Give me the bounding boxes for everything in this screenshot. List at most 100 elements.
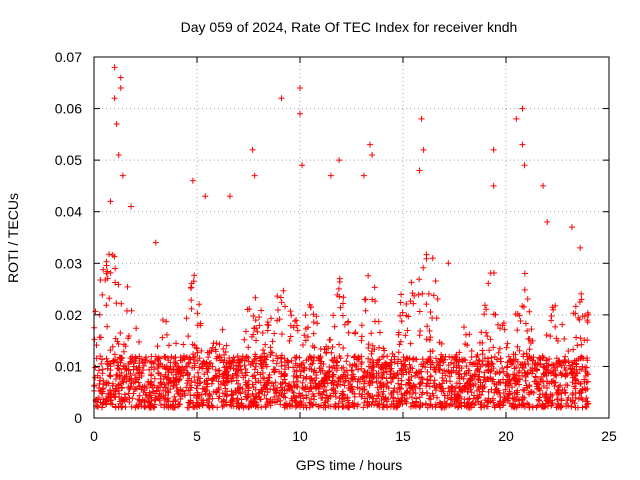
data-point: [387, 403, 394, 410]
data-point: [98, 360, 105, 367]
data-point: [336, 157, 343, 164]
data-point: [380, 353, 387, 360]
data-point: [457, 388, 464, 395]
data-point: [543, 395, 550, 402]
data-point: [297, 368, 304, 375]
data-point: [425, 356, 432, 363]
data-point: [293, 353, 300, 360]
data-point: [300, 395, 307, 402]
data-point: [529, 357, 536, 364]
data-point: [345, 318, 352, 325]
data-point: [504, 382, 511, 389]
data-point: [504, 372, 511, 379]
data-point: [408, 394, 415, 401]
data-point: [418, 115, 425, 122]
data-point: [194, 310, 201, 317]
data-point: [290, 324, 297, 331]
data-point: [578, 341, 585, 348]
data-point: [253, 337, 260, 344]
data-point: [260, 347, 267, 354]
data-point: [299, 162, 306, 169]
y-tick-label: 0.01: [55, 358, 82, 374]
data-point: [314, 383, 321, 390]
x-tick-labels: 0 5 10 15 20 25: [90, 428, 617, 444]
y-tick-label: 0.03: [55, 255, 82, 271]
data-point: [485, 388, 492, 395]
data-point: [331, 379, 338, 386]
data-point: [383, 375, 390, 382]
data-point: [294, 327, 301, 334]
data-point: [561, 335, 568, 342]
data-point: [477, 401, 484, 408]
data-point: [313, 384, 320, 391]
data-point: [512, 356, 519, 363]
data-point: [438, 388, 445, 395]
data-point: [109, 343, 116, 350]
data-point: [440, 377, 447, 384]
data-point: [387, 371, 394, 378]
data-point: [548, 312, 555, 319]
data-point: [441, 392, 448, 399]
data-point: [451, 360, 458, 367]
data-point: [201, 386, 208, 393]
data-point: [331, 323, 338, 330]
data-point: [300, 385, 307, 392]
data-point: [572, 360, 579, 367]
data-point: [128, 203, 135, 210]
data-point: [281, 372, 288, 379]
data-point: [174, 363, 181, 370]
data-point: [242, 354, 249, 361]
data-point: [401, 361, 408, 368]
data-point: [503, 370, 510, 377]
data-point: [451, 388, 458, 395]
y-tick-label: 0.04: [55, 204, 82, 220]
data-point: [307, 384, 314, 391]
data-point: [376, 403, 383, 410]
data-point: [497, 393, 504, 400]
data-point: [112, 403, 119, 410]
data-point: [226, 193, 233, 200]
data-point: [206, 391, 213, 398]
data-point: [257, 379, 264, 386]
data-point: [345, 378, 352, 385]
data-point: [201, 378, 208, 385]
data-point: [364, 371, 371, 378]
data-point: [377, 364, 384, 371]
data-point: [340, 294, 347, 301]
data-point: [208, 348, 215, 355]
data-point: [241, 336, 248, 343]
data-point: [219, 371, 226, 378]
data-point: [270, 357, 277, 364]
data-point: [426, 383, 433, 390]
data-point: [479, 358, 486, 365]
data-point: [235, 403, 242, 410]
data-point: [285, 383, 292, 390]
data-point: [365, 401, 372, 408]
data-point: [209, 377, 216, 384]
data-point: [259, 370, 266, 377]
data-point: [202, 193, 209, 200]
data-point: [441, 404, 448, 411]
data-point: [369, 342, 376, 349]
data-point: [221, 351, 228, 358]
data-point: [186, 354, 193, 361]
data-point: [478, 392, 485, 399]
data-point: [460, 356, 467, 363]
data-point: [92, 374, 99, 381]
data-point: [418, 368, 425, 375]
data-point: [161, 363, 168, 370]
data-point: [274, 317, 281, 324]
data-point: [531, 361, 538, 368]
data-point: [258, 307, 265, 314]
data-point: [358, 333, 365, 340]
data-point: [545, 399, 552, 406]
data-point: [370, 359, 377, 366]
data-point: [208, 376, 215, 383]
data-point: [581, 313, 588, 320]
data-point: [103, 302, 110, 309]
data-point: [424, 323, 431, 330]
data-point: [501, 326, 508, 333]
data-point: [492, 386, 499, 393]
data-point: [128, 307, 135, 314]
data-point: [293, 374, 300, 381]
